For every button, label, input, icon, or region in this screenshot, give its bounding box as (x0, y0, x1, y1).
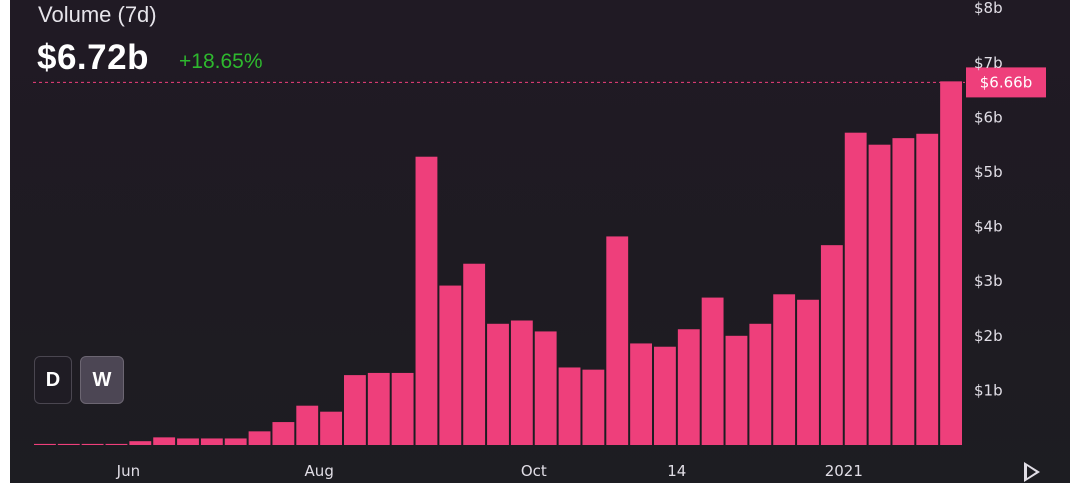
y-tick-label: $6b (974, 108, 1003, 126)
volume-bar[interactable] (916, 133, 939, 445)
x-tick-label: Oct (521, 462, 547, 480)
y-tick-label: $3b (974, 272, 1003, 290)
y-tick-label: $4b (974, 218, 1003, 236)
chart-title: Volume (7d) (38, 2, 157, 27)
volume-bar[interactable] (415, 156, 438, 445)
volume-bar[interactable] (677, 329, 700, 445)
volume-bar[interactable] (654, 346, 676, 445)
weekly-toggle-button[interactable]: W (80, 356, 124, 404)
y-tick-label: $5b (974, 163, 1003, 181)
volume-bar[interactable] (344, 375, 366, 445)
volume-chart-panel: Volume (7d) $6.72b +18.65% $6.66b $1b $2b… (10, 0, 1070, 483)
volume-bar[interactable] (248, 431, 271, 445)
x-tick-label: 14 (667, 462, 686, 480)
daily-toggle-button[interactable]: D (34, 356, 72, 404)
volume-bar[interactable] (749, 323, 772, 445)
play-icon[interactable] (1024, 462, 1040, 482)
volume-bar[interactable] (820, 245, 843, 445)
volume-bar[interactable] (510, 320, 533, 445)
volume-bar[interactable] (320, 411, 342, 445)
volume-bar[interactable] (200, 438, 223, 445)
volume-bar[interactable] (701, 297, 724, 445)
volume-bar[interactable] (129, 441, 152, 445)
volume-bar[interactable] (606, 236, 629, 445)
y-tick-label: $7b (974, 54, 1003, 72)
x-tick-label: Jun (116, 462, 140, 480)
current-value-label: $6.66b (980, 73, 1032, 91)
volume-bar[interactable] (463, 263, 486, 445)
volume-value: $6.72b (37, 38, 149, 77)
volume-bar[interactable] (868, 144, 891, 445)
volume-bar[interactable] (558, 367, 581, 445)
volume-bar[interactable] (844, 132, 867, 445)
volume-bar[interactable] (582, 369, 605, 445)
volume-bar[interactable] (272, 422, 295, 445)
volume-bar[interactable] (534, 331, 557, 445)
y-tick-label: $1b (974, 381, 1003, 399)
volume-bar[interactable] (773, 294, 796, 445)
y-tick-label: $8b (974, 0, 1003, 17)
volume-bar[interactable] (940, 81, 962, 446)
volume-bar[interactable] (797, 299, 819, 445)
volume-bar[interactable] (367, 372, 390, 445)
volume-bar[interactable] (34, 443, 56, 445)
volume-bar[interactable] (391, 372, 414, 445)
volume-bar[interactable] (487, 323, 509, 445)
x-tick-label: 2021 (825, 462, 863, 480)
volume-bar[interactable] (892, 138, 915, 445)
volume-bar[interactable] (105, 443, 128, 445)
volume-bar[interactable] (177, 438, 199, 445)
x-tick-label: Aug (305, 462, 334, 480)
volume-bar[interactable] (153, 437, 176, 445)
current-value-badge (966, 67, 1046, 98)
volume-bar-chart: $6.66b $1b $2b $3b $4b $5b $6b $7b $8b Jun Aug Oc… (33, 0, 1046, 480)
volume-bar[interactable] (81, 443, 104, 445)
volume-bar[interactable] (296, 405, 319, 445)
volume-bar[interactable] (57, 443, 80, 445)
volume-bar[interactable] (439, 285, 462, 445)
volume-bar[interactable] (224, 438, 247, 445)
volume-change: +18.65% (179, 50, 263, 73)
volume-bar[interactable] (725, 335, 748, 445)
volume-bar[interactable] (630, 343, 652, 445)
y-tick-label: $2b (974, 327, 1003, 345)
